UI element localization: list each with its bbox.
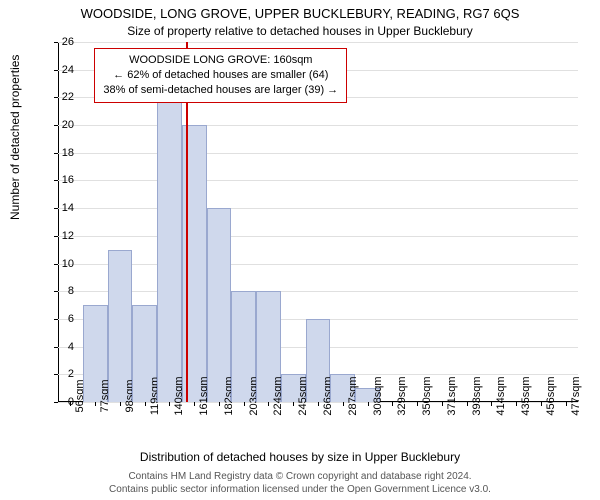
annotation-box: WOODSIDE LONG GROVE: 160sqm← 62% of deta… [94, 48, 347, 103]
x-tickmark [244, 402, 245, 406]
y-tick-label: 10 [50, 258, 74, 270]
plot-area: 56sqm77sqm98sqm119sqm140sqm161sqm182sqm2… [58, 42, 578, 402]
x-tick-label: 308sqm [372, 376, 384, 415]
footer-line-1: Contains HM Land Registry data © Crown c… [0, 471, 600, 484]
y-tick-label: 16 [50, 174, 74, 186]
chart-title-main: WOODSIDE, LONG GROVE, UPPER BUCKLEBURY, … [0, 6, 600, 21]
x-tick-label: 414sqm [495, 376, 507, 415]
x-tick-label: 371sqm [446, 376, 458, 415]
x-tickmark [219, 402, 220, 406]
annotation-line-3: 38% of semi-detached houses are larger (… [103, 83, 338, 98]
x-tickmark [120, 402, 121, 406]
chart-title-sub: Size of property relative to detached ho… [0, 24, 600, 38]
gridline [58, 125, 578, 126]
y-tick-label: 20 [50, 119, 74, 131]
footer-line-2: Contains public sector information licen… [0, 484, 600, 497]
x-tick-label: 456sqm [545, 376, 557, 415]
gridline [58, 42, 578, 43]
x-tickmark [442, 402, 443, 406]
x-tick-label: 350sqm [421, 376, 433, 415]
y-tick-label: 18 [50, 147, 74, 159]
y-tick-label: 14 [50, 202, 74, 214]
x-tick-label: 435sqm [520, 376, 532, 415]
annotation-line-2: ← 62% of detached houses are smaller (64… [103, 68, 338, 83]
x-tickmark [293, 402, 294, 406]
y-tick-label: 6 [50, 313, 74, 325]
x-axis-label: Distribution of detached houses by size … [0, 450, 600, 464]
annotation-line-1: WOODSIDE LONG GROVE: 160sqm [103, 53, 338, 68]
x-tickmark [95, 402, 96, 406]
histogram-bar [207, 208, 232, 402]
chart-container: WOODSIDE, LONG GROVE, UPPER BUCKLEBURY, … [0, 0, 600, 500]
x-tickmark [343, 402, 344, 406]
y-tick-label: 26 [50, 36, 74, 48]
x-tickmark [368, 402, 369, 406]
gridline [58, 291, 578, 292]
y-tick-label: 8 [50, 285, 74, 297]
x-tickmark [491, 402, 492, 406]
x-tickmark [318, 402, 319, 406]
y-tick-label: 4 [50, 341, 74, 353]
y-tick-label: 12 [50, 230, 74, 242]
chart-footer: Contains HM Land Registry data © Crown c… [0, 471, 600, 496]
gridline [58, 236, 578, 237]
y-tick-label: 24 [50, 64, 74, 76]
gridline [58, 208, 578, 209]
x-tickmark [516, 402, 517, 406]
x-tickmark [194, 402, 195, 406]
histogram-bar [157, 97, 182, 402]
gridline [58, 180, 578, 181]
x-tick-label: 393sqm [471, 376, 483, 415]
x-tick-label: 329sqm [396, 376, 408, 415]
x-tickmark [541, 402, 542, 406]
x-tick-label: 477sqm [570, 376, 582, 415]
gridline [58, 153, 578, 154]
x-tickmark [392, 402, 393, 406]
x-tickmark [268, 402, 269, 406]
x-tickmark [566, 402, 567, 406]
y-axis-label: Number of detached properties [8, 55, 22, 220]
gridline [58, 264, 578, 265]
y-tick-label: 2 [50, 368, 74, 380]
x-tickmark [169, 402, 170, 406]
x-tickmark [145, 402, 146, 406]
x-tickmark [417, 402, 418, 406]
y-tick-label: 0 [50, 396, 74, 408]
x-tickmark [467, 402, 468, 406]
y-tick-label: 22 [50, 91, 74, 103]
